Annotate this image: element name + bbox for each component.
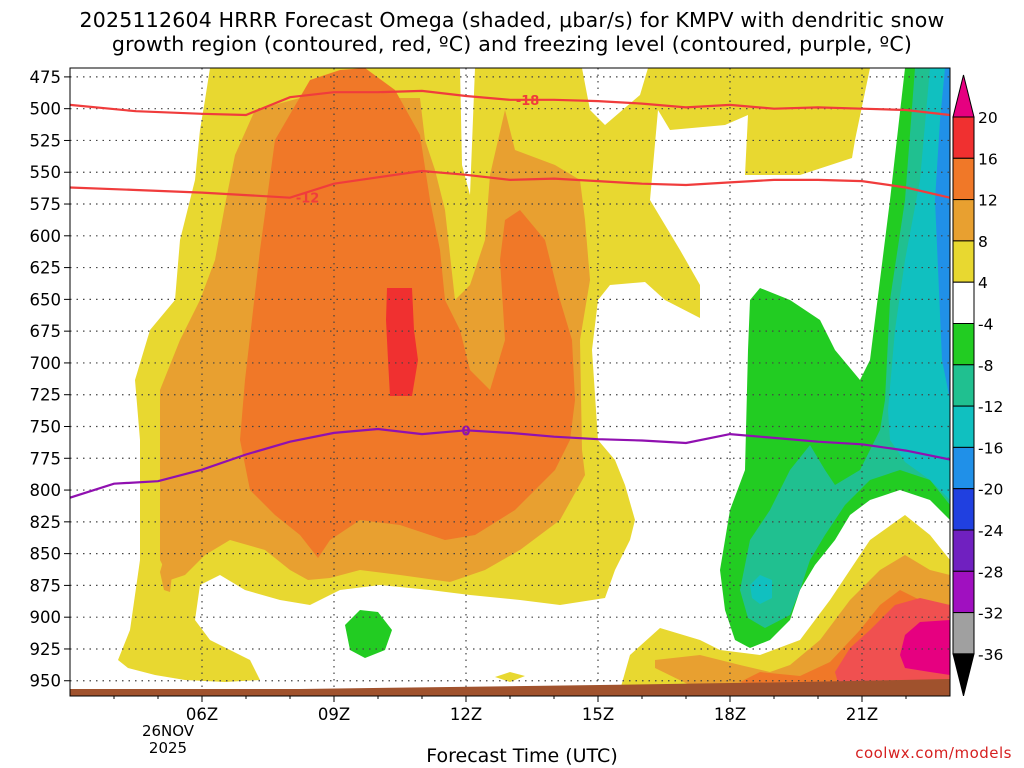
omega-region-8-spot [160, 555, 172, 592]
colorbar-label-1: 16 [978, 150, 998, 168]
colorbar-label-5: -4 [978, 316, 993, 334]
contour-lines: -18 -12 0 [70, 89, 950, 499]
colorbar-swatch-13 [952, 612, 975, 655]
y-tick-label-600: 600 [30, 227, 62, 246]
y-tick-label-650: 650 [30, 290, 62, 309]
y-tick-label-950: 950 [30, 672, 62, 691]
contour-dgz_minus18 [70, 89, 950, 117]
y-tick-label-700: 700 [30, 354, 62, 373]
omega-region-20-se [900, 620, 950, 675]
omega-region-m4-small [345, 610, 392, 658]
colorbar-swatch-7 [952, 364, 975, 407]
contour-label-dgz_minus12: -12 [296, 192, 320, 207]
colorbar-swatch-11 [952, 529, 975, 572]
y-tick-label-900: 900 [30, 608, 62, 627]
omega-region-m12 [888, 68, 950, 500]
colorbar-label-4: 4 [978, 274, 988, 292]
x-tick-label-15Z: 15Z [582, 705, 614, 724]
colorbar-label-2: 12 [978, 192, 998, 210]
colorbar-swatch-12 [952, 570, 975, 614]
x-axis-title: Forecast Time (UTC) [426, 745, 618, 767]
x-tick-label-18Z: 18Z [714, 705, 746, 724]
contour-label-freezing_level: 0 [461, 424, 470, 439]
contour-freezing_level [70, 427, 950, 499]
colorbar-label-9: -20 [978, 481, 1003, 499]
omega-region-m16 [935, 68, 950, 400]
chart-title-line-2: growth region (contoured, red, ºC) and f… [111, 32, 913, 56]
colorbar-label-12: -32 [978, 605, 1003, 623]
x-tick-label-09Z: 09Z [318, 705, 350, 724]
colorbar-swatch-6 [952, 323, 975, 366]
contour-label-dgz_minus18: -18 [516, 94, 540, 109]
colorbar-swatch-3 [952, 199, 975, 242]
source-link[interactable]: coolwx.com/models [855, 744, 1012, 762]
colorbar-swatch-4 [952, 240, 975, 283]
colorbar-arrow-top [952, 74, 975, 118]
colorbar-label-8: -16 [978, 439, 1003, 457]
x-tick-label-12Z: 12Z [450, 705, 482, 724]
date-day-label: 26NOV [141, 722, 195, 740]
colorbar-arrow-bottom [952, 653, 975, 697]
date-year-label: 2025 [148, 739, 188, 757]
y-tick-label-850: 850 [30, 545, 62, 564]
y-tick-label-500: 500 [30, 100, 62, 119]
y-tick-label-825: 825 [30, 513, 62, 532]
colorbar-label-13: -36 [978, 646, 1003, 664]
colorbar-swatch-8 [952, 405, 975, 448]
colorbar-swatch-10 [952, 488, 975, 531]
omega-region-4-small [495, 672, 525, 682]
contour-dgz_minus12 [70, 169, 950, 199]
ground-fill [70, 679, 950, 696]
y-tick-label-550: 550 [30, 163, 62, 182]
y-tick-label-675: 675 [30, 322, 62, 341]
omega-region-m12-small [750, 575, 772, 604]
colorbar-swatch-5 [952, 281, 975, 325]
colorbar-swatch-9 [952, 446, 975, 490]
y-tick-label-875: 875 [30, 576, 62, 595]
y-tick-label-925: 925 [30, 640, 62, 659]
colorbar-label-11: -28 [978, 563, 1003, 581]
grid [70, 68, 950, 696]
colorbar-label-7: -12 [978, 398, 1003, 416]
y-tick-label-750: 750 [30, 417, 62, 436]
y-tick-label-625: 625 [30, 259, 62, 278]
y-tick-label-525: 525 [30, 131, 62, 150]
x-tick-label-06Z: 06Z [186, 705, 218, 724]
y-tick-label-575: 575 [30, 195, 62, 214]
y-tick-label-725: 725 [30, 386, 62, 405]
y-tick-label-475: 475 [30, 68, 62, 87]
chart-title-line-1: 2025112604 HRRR Forecast Omega (shaded, … [79, 8, 945, 32]
colorbar-swatch-1 [952, 116, 975, 159]
y-axis: 475 500 525 550 575 600 625 650 675 700 725 750 775 8… [30, 68, 70, 691]
omega-region-16 [386, 288, 418, 396]
omega-region-m8 [740, 68, 950, 628]
colorbar-swatch-2 [952, 157, 975, 201]
x-tick-label-21Z: 21Z [846, 705, 878, 724]
ground-surface [70, 679, 950, 696]
y-tick-label-800: 800 [30, 481, 62, 500]
colorbar-label-0: 20 [978, 109, 998, 127]
colorbar-label-6: -8 [978, 357, 993, 375]
y-tick-label-775: 775 [30, 449, 62, 468]
omega-shading [118, 68, 950, 690]
colorbar-label-10: -24 [978, 522, 1003, 540]
colorbar-label-3: 8 [978, 233, 988, 251]
x-axis: 06Z 09Z 12Z 15Z 18Z 21Z [113, 696, 907, 724]
colorbar-legend: 20 16 12 8 4 -4 -8 -12 -16 -20 -24 -28 -32 -36 [952, 74, 1003, 697]
